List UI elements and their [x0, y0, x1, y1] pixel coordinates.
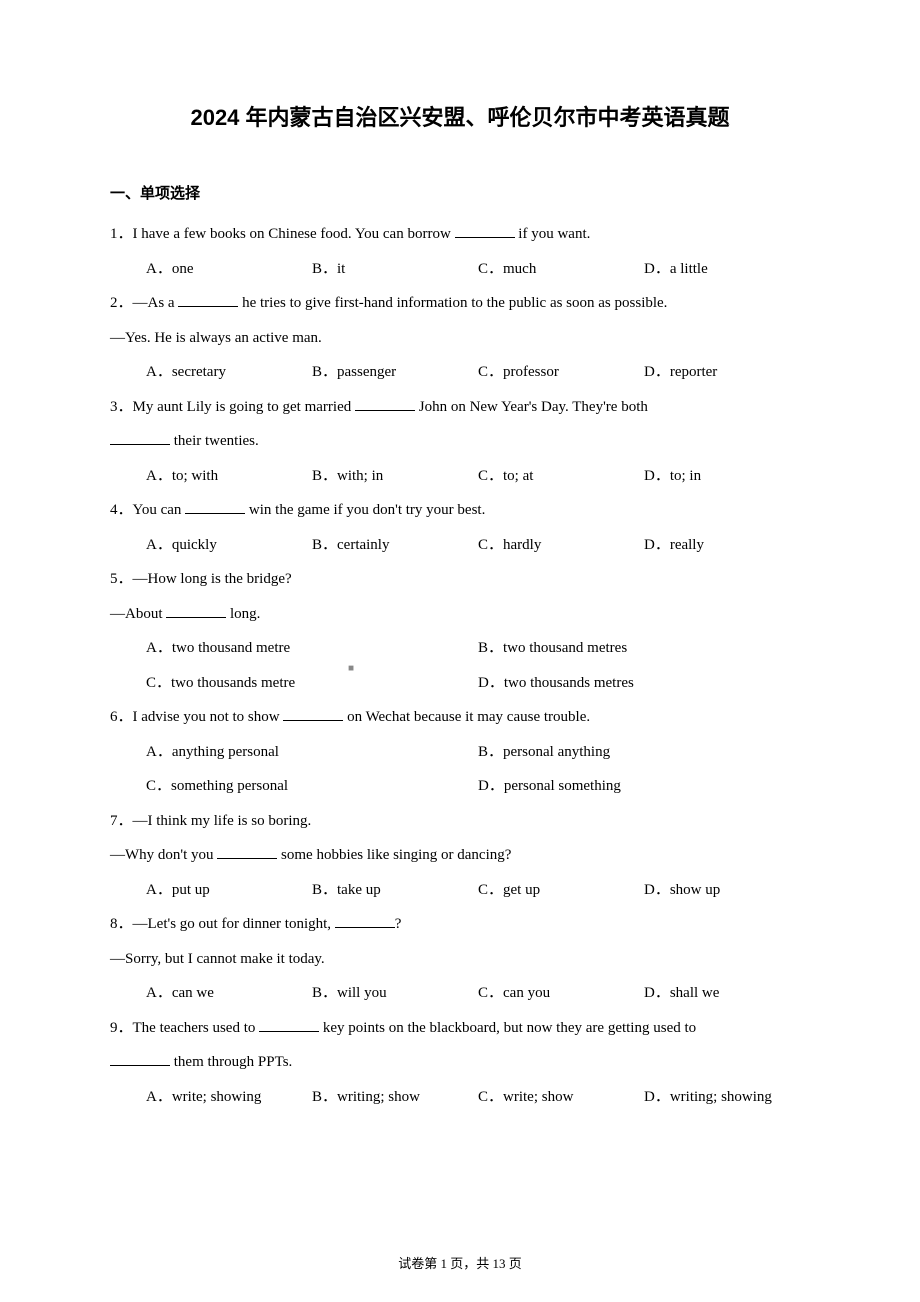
options-row: A．anything personalB．personal anythingC．… — [110, 735, 810, 804]
option: A．one — [146, 252, 312, 287]
option: D．shall we — [644, 976, 810, 1011]
blank — [355, 397, 415, 411]
option: B．passenger — [312, 355, 478, 390]
option: A．write; showing — [146, 1080, 312, 1115]
questions-container: 1．I have a few books on Chinese food. Yo… — [110, 217, 810, 1114]
option: A．anything personal — [146, 735, 478, 770]
question-block: 6．I advise you not to show on Wechat bec… — [110, 700, 810, 804]
question-text: 3．My aunt Lily is going to get married J… — [110, 390, 810, 425]
option: B．it — [312, 252, 478, 287]
option: B．will you — [312, 976, 478, 1011]
option: C．can you — [478, 976, 644, 1011]
option: C．hardly — [478, 528, 644, 563]
blank — [185, 500, 245, 514]
question-block: 5．—How long is the bridge?—About long.A．… — [110, 562, 810, 700]
question-text: —About long. — [110, 597, 810, 632]
question-text: 5．—How long is the bridge? — [110, 562, 810, 597]
blank — [283, 707, 343, 721]
blank — [335, 914, 395, 928]
option: A．to; with — [146, 459, 312, 494]
blank — [178, 293, 238, 307]
options-row: A．put upB．take upC．get upD．show up — [110, 873, 810, 908]
option: D．a little — [644, 252, 810, 287]
option: A．secretary — [146, 355, 312, 390]
option: D．really — [644, 528, 810, 563]
option: C．get up — [478, 873, 644, 908]
page-title: 2024 年内蒙古自治区兴安盟、呼伦贝尔市中考英语真题 — [110, 100, 810, 132]
options-row: A．oneB．itC．muchD．a little — [110, 252, 810, 287]
question-block: 8．—Let's go out for dinner tonight, ?—So… — [110, 907, 810, 1011]
question-text: their twenties. — [110, 424, 810, 459]
option: A．two thousand metre — [146, 631, 478, 666]
question-text: 6．I advise you not to show on Wechat bec… — [110, 700, 810, 735]
options-row: A．write; showingB．writing; showC．write; … — [110, 1080, 810, 1115]
question-text: 4．You can win the game if you don't try … — [110, 493, 810, 528]
option: B．two thousand metres — [478, 631, 810, 666]
option: B．certainly — [312, 528, 478, 563]
question-block: 3．My aunt Lily is going to get married J… — [110, 390, 810, 494]
blank — [110, 431, 170, 445]
option: D．two thousands metres — [478, 666, 810, 701]
option: B．writing; show — [312, 1080, 478, 1115]
options-row: A．quicklyB．certainlyC．hardlyD．really — [110, 528, 810, 563]
option: C．write; show — [478, 1080, 644, 1115]
question-text: 9．The teachers used to key points on the… — [110, 1011, 810, 1046]
blank — [110, 1052, 170, 1066]
option: D．personal something — [478, 769, 810, 804]
question-block: 9．The teachers used to key points on the… — [110, 1011, 810, 1115]
option: B．personal anything — [478, 735, 810, 770]
option: D．reporter — [644, 355, 810, 390]
option: C．two thousands metre — [146, 666, 478, 701]
question-text: 7．—I think my life is so boring. — [110, 804, 810, 839]
options-row: A．to; withB．with; inC．to; atD．to; in — [110, 459, 810, 494]
option: B．take up — [312, 873, 478, 908]
option: D．show up — [644, 873, 810, 908]
question-text: —Sorry, but I cannot make it today. — [110, 942, 810, 977]
question-text: 2．—As a he tries to give first-hand info… — [110, 286, 810, 321]
options-row: A．can weB．will youC．can youD．shall we — [110, 976, 810, 1011]
blank — [166, 604, 226, 618]
question-block: 1．I have a few books on Chinese food. Yo… — [110, 217, 810, 286]
question-text: 1．I have a few books on Chinese food. Yo… — [110, 217, 810, 252]
question-text: —Yes. He is always an active man. — [110, 321, 810, 356]
option: C．professor — [478, 355, 644, 390]
options-row: A．secretaryB．passengerC．professorD．repor… — [110, 355, 810, 390]
question-text: —Why don't you some hobbies like singing… — [110, 838, 810, 873]
option: D．writing; showing — [644, 1080, 810, 1115]
blank — [217, 845, 277, 859]
marker: ■ — [348, 663, 354, 674]
question-block: 2．—As a he tries to give first-hand info… — [110, 286, 810, 390]
option: A．put up — [146, 873, 312, 908]
option: D．to; in — [644, 459, 810, 494]
blank — [259, 1018, 319, 1032]
option: C．to; at — [478, 459, 644, 494]
section-header: 一、单项选择 — [110, 182, 810, 203]
question-text: them through PPTs. — [110, 1045, 810, 1080]
option: A．quickly — [146, 528, 312, 563]
option: B．with; in — [312, 459, 478, 494]
blank — [455, 224, 515, 238]
question-block: 4．You can win the game if you don't try … — [110, 493, 810, 562]
option: A．can we — [146, 976, 312, 1011]
question-block: 7．—I think my life is so boring.—Why don… — [110, 804, 810, 908]
option: C．much — [478, 252, 644, 287]
options-row: A．two thousand metreB．two thousand metre… — [110, 631, 810, 700]
option: C．something personal — [146, 769, 478, 804]
question-text: 8．—Let's go out for dinner tonight, ? — [110, 907, 810, 942]
page-footer: 试卷第 1 页，共 13 页 — [0, 1253, 920, 1272]
